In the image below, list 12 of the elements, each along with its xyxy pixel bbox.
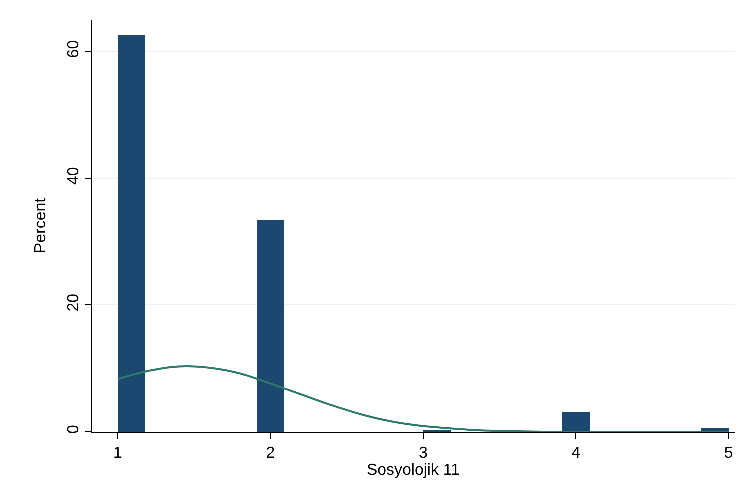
y-tick-label: 0 [66,425,83,434]
x-axis-title: Sosyolojik 11 [366,462,460,480]
x-tick-label: 1 [114,445,123,462]
x-tick-label: 4 [572,445,581,462]
line-series [116,366,730,432]
x-tick-label: 3 [418,445,428,462]
y-axis-title: Percent [32,198,50,254]
y-tick-label: 20 [66,294,83,312]
y-tick-label: 40 [66,167,83,185]
x-tick-label: 2 [266,445,276,462]
y-tick-label: 60 [66,40,83,58]
x-tick-label: 5 [724,445,734,462]
